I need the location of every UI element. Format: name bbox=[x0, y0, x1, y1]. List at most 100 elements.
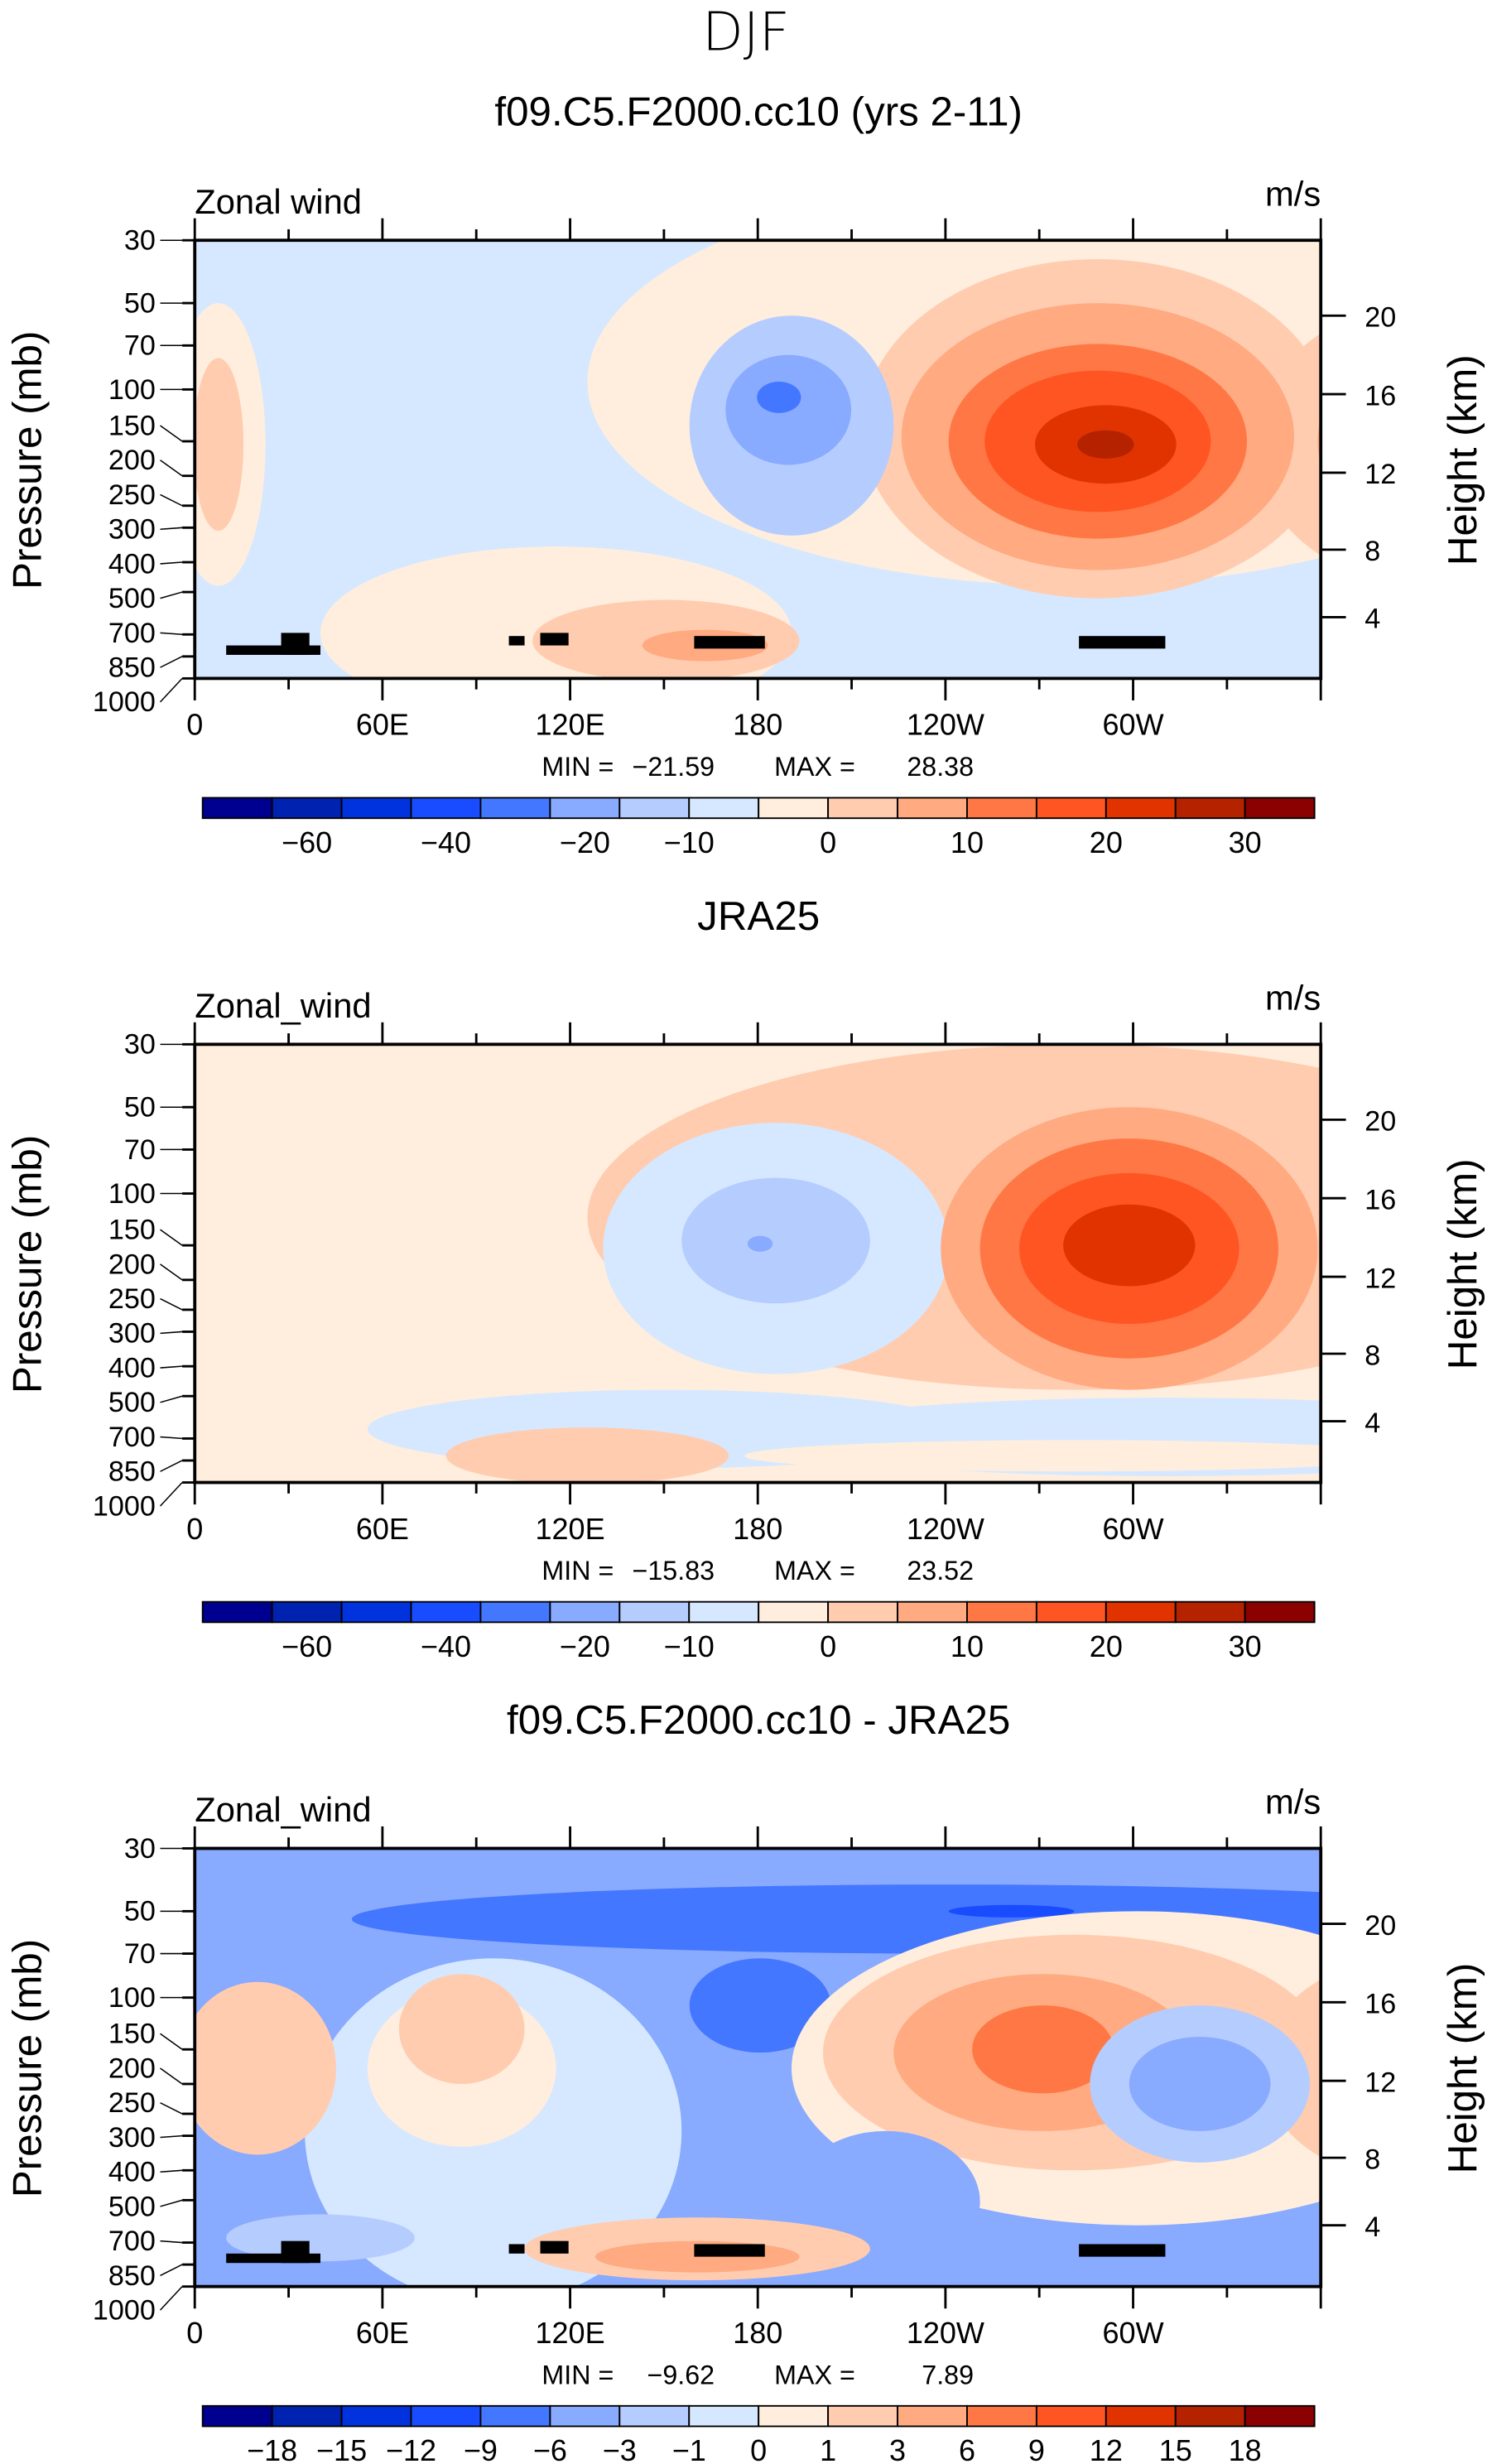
stats-min-label: MIN = bbox=[541, 752, 614, 782]
x-tick-label: 60W bbox=[1103, 1512, 1164, 1546]
colorbar-label: 1 bbox=[820, 2433, 836, 2464]
colorbar-swatch bbox=[758, 796, 830, 820]
colorbar-swatch bbox=[410, 1600, 482, 1624]
y-tick-leader bbox=[160, 2199, 183, 2207]
colorbar-swatch bbox=[271, 1600, 343, 1624]
contour-level-8 bbox=[744, 1440, 1321, 1472]
x-tick-label: 60E bbox=[356, 2316, 409, 2350]
colorbar-swatch bbox=[549, 2404, 621, 2428]
y-tick-label: 70 bbox=[124, 1938, 156, 1970]
colorbar-label: 20 bbox=[1090, 1629, 1123, 1663]
colorbar-label: 0 bbox=[820, 825, 836, 859]
topography bbox=[694, 2244, 765, 2257]
y-tick-label: 200 bbox=[108, 2053, 156, 2084]
colorbar-swatch bbox=[410, 2404, 482, 2428]
colorbar-swatch bbox=[688, 2404, 760, 2428]
y-tick-leader bbox=[160, 2134, 183, 2139]
y-tick-label: 700 bbox=[108, 618, 156, 649]
colorbar-label: −60 bbox=[282, 1629, 332, 1663]
colorbar-swatch bbox=[1174, 2404, 1246, 2428]
units-label: m/s bbox=[1265, 979, 1321, 1018]
colorbar-swatch bbox=[1244, 1600, 1316, 1624]
y-right-tick-label: 4 bbox=[1364, 2211, 1380, 2243]
colorbar-swatch bbox=[340, 796, 412, 820]
contour-level-5 bbox=[1129, 2037, 1271, 2131]
y-tick-label: 100 bbox=[108, 1178, 156, 1210]
colorbar-swatch bbox=[201, 796, 273, 820]
colorbar-swatch bbox=[618, 796, 691, 820]
y-tick-label: 100 bbox=[108, 1982, 156, 2014]
colorbar-label: −10 bbox=[664, 825, 715, 859]
units-label: m/s bbox=[1265, 174, 1321, 213]
x-tick-label: 60E bbox=[356, 1512, 409, 1546]
y-right-tick-label: 12 bbox=[1364, 1263, 1396, 1294]
colorbar-label: −6 bbox=[533, 2433, 567, 2464]
y-tick-label: 700 bbox=[108, 1422, 156, 1453]
colorbar-swatch bbox=[271, 796, 343, 820]
colorbar-swatch bbox=[1035, 1600, 1107, 1624]
y-tick-label: 150 bbox=[108, 2019, 156, 2050]
topography bbox=[540, 633, 569, 646]
y-right-tick-label: 8 bbox=[1364, 536, 1380, 567]
contour-level-14 bbox=[1077, 430, 1134, 459]
colorbar-label: −3 bbox=[603, 2433, 637, 2464]
y-tick-leader bbox=[160, 1229, 183, 1246]
y-tick-leader bbox=[160, 493, 183, 507]
y-tick-leader bbox=[160, 1460, 183, 1472]
colorbar-swatch bbox=[479, 2404, 551, 2428]
contour-field bbox=[195, 1044, 1321, 1483]
y-tick-leader bbox=[160, 656, 183, 668]
stats-min-label: MIN = bbox=[541, 1556, 614, 1586]
y-right-tick-label: 8 bbox=[1364, 1340, 1380, 1371]
stats-max: 23.52 bbox=[907, 1556, 974, 1586]
y-right-tick-label: 16 bbox=[1364, 1989, 1396, 2020]
colorbar-swatch bbox=[1244, 796, 1316, 820]
y-tick-label: 50 bbox=[124, 1092, 156, 1124]
x-tick-label: 180 bbox=[733, 2316, 782, 2350]
units-label: m/s bbox=[1265, 1783, 1321, 1822]
y-tick-leader bbox=[160, 1395, 183, 1403]
y-tick-leader bbox=[160, 2169, 183, 2173]
stats-max-label: MAX = bbox=[774, 752, 855, 782]
y-tick-leader bbox=[160, 2067, 183, 2085]
stats-max: 7.89 bbox=[922, 2360, 974, 2389]
colorbar-swatch bbox=[549, 1600, 621, 1624]
topography bbox=[694, 636, 765, 649]
colorbar-swatch bbox=[479, 796, 551, 820]
y-axis-label: Pressure (mb) bbox=[4, 1135, 50, 1393]
y-tick-label: 250 bbox=[108, 1283, 156, 1315]
y-right-tick-label: 4 bbox=[1364, 1408, 1380, 1439]
y-right-tick-label: 8 bbox=[1364, 2144, 1380, 2175]
topography bbox=[1079, 2244, 1166, 2257]
contour-level-4 bbox=[757, 381, 801, 413]
colorbar-swatch bbox=[1105, 2404, 1177, 2428]
contour-level-5 bbox=[747, 1235, 773, 1252]
colorbar-swatch bbox=[618, 2404, 691, 2428]
y-tick-leader bbox=[160, 1436, 183, 1440]
colorbar-swatch bbox=[897, 1600, 968, 1624]
y-tick-leader bbox=[159, 2286, 183, 2311]
colorbar-label: −9 bbox=[464, 2433, 498, 2464]
colorbar-label: 0 bbox=[820, 1629, 836, 1663]
stats-max: 28.38 bbox=[907, 752, 974, 782]
topography bbox=[281, 2240, 310, 2264]
colorbar-label: 10 bbox=[951, 1629, 984, 1663]
y-right-tick-label: 4 bbox=[1364, 604, 1380, 635]
colorbar-swatch bbox=[201, 2404, 273, 2428]
colorbar-swatch bbox=[1244, 2404, 1316, 2428]
contour-level-3 bbox=[948, 1904, 1075, 1918]
y-tick-label: 850 bbox=[108, 2260, 156, 2292]
y-tick-leader bbox=[160, 425, 183, 442]
y-tick-label: 50 bbox=[124, 1896, 156, 1927]
stats-min: −15.83 bbox=[633, 1556, 715, 1586]
colorbar-label: 12 bbox=[1090, 2433, 1123, 2464]
colorbar-swatch bbox=[1105, 1600, 1177, 1624]
y-tick-leader bbox=[159, 677, 183, 703]
x-tick-label: 120E bbox=[536, 708, 605, 742]
colorbar-swatch bbox=[479, 1600, 551, 1624]
stats-max-label: MAX = bbox=[774, 1556, 855, 1586]
y-tick-leader bbox=[160, 2033, 183, 2050]
x-tick-label: 0 bbox=[186, 1512, 203, 1546]
contour-level-11 bbox=[972, 2005, 1114, 2094]
